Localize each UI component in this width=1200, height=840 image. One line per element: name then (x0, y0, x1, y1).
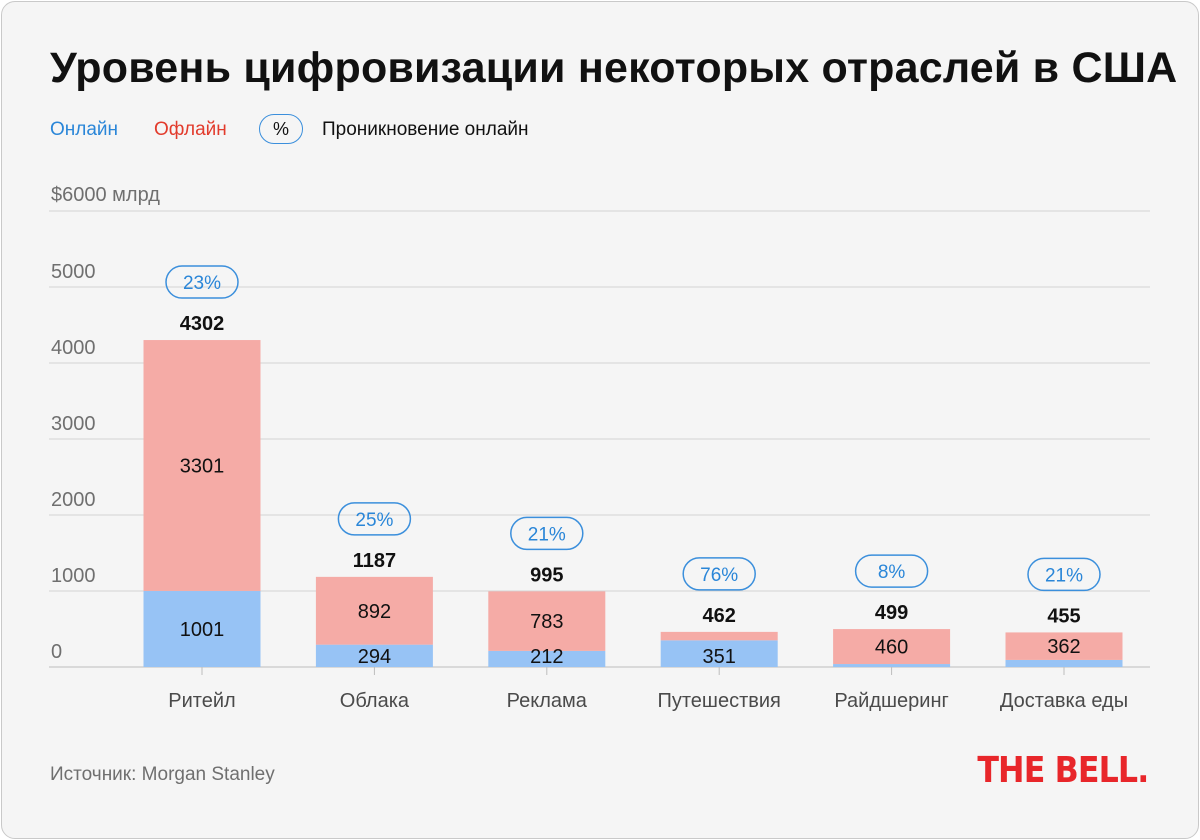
penetration-pill (854, 554, 929, 588)
bar-segment-offline (315, 576, 433, 645)
category-label: Райдшеринг (834, 690, 948, 712)
value-label-online: 351 (703, 646, 736, 668)
value-label-online: 1001 (180, 619, 225, 641)
legend-penetration-pill: % (259, 114, 303, 144)
penetration-pill (1027, 557, 1101, 592)
legend-penetration-label: Проникновение онлайн (322, 119, 529, 140)
value-label-offline: 783 (530, 611, 563, 633)
category-label: Облака (340, 690, 410, 712)
total-value-label: 1187 (353, 550, 396, 572)
y-tick-label: 2000 (51, 489, 96, 511)
total-value-label: 995 (530, 564, 563, 586)
total-value-label: 4302 (180, 313, 225, 335)
category-label: Ритейл (168, 690, 235, 712)
value-label-offline: 362 (1047, 636, 1080, 658)
penetration-pill (337, 502, 412, 536)
penetration-pill (510, 516, 584, 551)
bar-segment-online (1005, 659, 1123, 667)
the-bell-logo: THE BELL. (976, 750, 1149, 791)
category-label: Доставка еды (1000, 690, 1128, 712)
bar-segment-online (833, 664, 951, 667)
total-value-label: 499 (875, 602, 908, 624)
y-tick-label: 4000 (51, 337, 96, 359)
bar-segment-offline (1005, 632, 1123, 660)
bar-segment-offline (488, 591, 606, 651)
stacked-bar-chart: 0 1000 2000 3000 4000 5000 $6000 млрд 1001 3301 4… (49, 184, 1150, 712)
y-tick-label: 3000 (51, 413, 96, 435)
bar-segment-offline (833, 629, 951, 665)
penetration-value: 23% (183, 273, 221, 294)
penetration-value: 76% (700, 565, 738, 586)
total-value-label: 462 (703, 605, 736, 627)
value-label-online: 294 (358, 646, 391, 668)
category-label: Реклама (507, 690, 588, 712)
bar-segment-online (488, 650, 606, 667)
y-tick-label: 0 (51, 641, 62, 663)
bar-segment-offline (660, 631, 778, 641)
chart-title: Уровень цифровизации некоторых отраслей … (50, 44, 1178, 92)
legend-offline: Офлайн (154, 119, 227, 140)
source-note: Источник: Morgan Stanley (50, 764, 275, 785)
legend-online: Онлайн (50, 119, 119, 140)
value-label-offline: 460 (875, 637, 908, 659)
category-label: Путешествия (658, 690, 781, 712)
value-label-offline: 3301 (180, 455, 225, 477)
bar-segment-offline (143, 340, 261, 591)
value-label-online: 212 (530, 646, 563, 668)
penetration-value: 21% (528, 524, 566, 545)
y-tick-label: 5000 (51, 261, 96, 283)
y-tick-label: 1000 (51, 565, 96, 587)
bar-segment-online (660, 640, 778, 667)
penetration-pill (682, 557, 756, 591)
y-axis-unit-label: $6000 млрд (51, 184, 160, 206)
penetration-value: 8% (878, 562, 906, 583)
penetration-value: 25% (355, 510, 393, 531)
total-value-label: 455 (1047, 605, 1080, 627)
penetration-pill (165, 265, 239, 299)
penetration-value: 21% (1045, 565, 1083, 586)
value-label-offline: 892 (358, 601, 391, 623)
bar-segment-online (315, 644, 433, 667)
bar-segment-online (143, 590, 261, 667)
